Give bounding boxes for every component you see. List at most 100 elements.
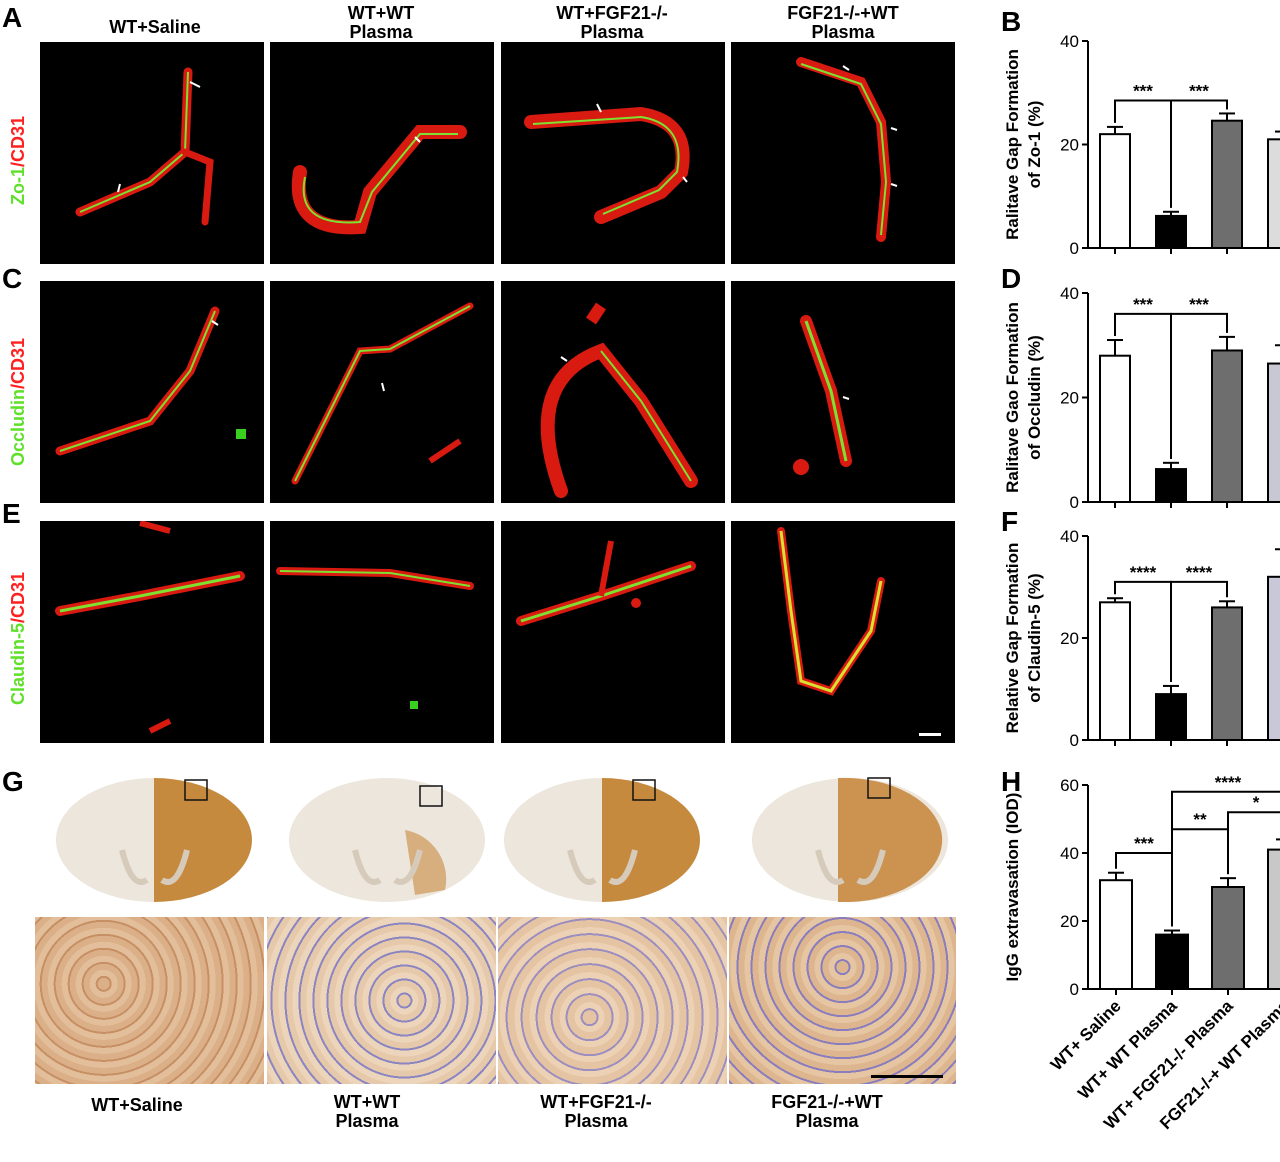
micrograph-claudin5-wt-wtplasma: [270, 521, 494, 743]
micrograph-claudin5-fgf21ko-wt: [731, 521, 955, 743]
y-tick-label: 0: [1070, 493, 1079, 512]
bar: [1211, 349, 1243, 503]
significance-label: ***: [1133, 82, 1153, 101]
y-tick-label: 0: [1070, 731, 1079, 750]
row-label-zo1-sep: /: [8, 161, 28, 167]
column-header-2-line2: Plasma: [349, 22, 413, 42]
chart-occludin-gap-formation: 0 20 40 Ralitave Gao Formation of Occludin (…: [1003, 284, 1280, 512]
micrograph-zo1-fgf21ko-wt: [731, 42, 955, 264]
row-label-occludin: Occludin/CD31: [8, 338, 29, 466]
bottom-label-2-line2: Plasma: [335, 1111, 399, 1131]
row-label-occludin-sep: /: [8, 383, 28, 389]
bar: [1155, 933, 1189, 991]
micrograph-occludin-wt-wtplasma: [270, 281, 494, 503]
column-header-4-line2: Plasma: [811, 22, 875, 42]
chart-claudin5-gap-formation: 0 20 40 Relative Gap Formation of Claudin-5 …: [1003, 527, 1280, 750]
micrograph-occludin-wt-fgf21ko: [501, 281, 725, 503]
y-tick-label: 40: [1060, 844, 1079, 863]
micrograph-zo1-wt-wtplasma: [270, 42, 494, 264]
bar: [1211, 606, 1243, 742]
scale-bar: [919, 733, 941, 736]
brain-section-1: [52, 770, 257, 915]
bar: [1267, 575, 1280, 741]
bar: [1099, 879, 1133, 990]
panel-letter-f: F: [1001, 506, 1019, 537]
row-label-claudin5-green: Claudin-5: [8, 622, 28, 705]
y-tick-label: 0: [1070, 239, 1079, 258]
bar: [1267, 138, 1280, 249]
column-header-2: WT+WT Plasma: [266, 4, 496, 42]
bar: [1155, 468, 1187, 504]
micrograph-zo1-wt-saline: [40, 42, 264, 264]
y-axis-label: IgG extravasation (IOD): [1003, 793, 1022, 982]
y-axis-label-line2: of Occludin (%): [1025, 335, 1044, 460]
panel-letter-g: G: [2, 766, 24, 797]
histology-2: [267, 917, 496, 1084]
y-axis-label: Ralitave Gao Formation of Occludin (%): [1003, 302, 1044, 493]
y-tick-label: 20: [1060, 629, 1079, 648]
bar: [1099, 601, 1131, 741]
micrograph-occludin-fgf21ko-wt: [731, 281, 955, 503]
y-axis-label-line2: of Zo-1 (%): [1025, 101, 1044, 189]
bar: [1155, 693, 1187, 742]
y-tick-label: 0: [1070, 980, 1079, 999]
panel-letter-c: C: [2, 263, 23, 294]
significance-bracket: [1227, 811, 1280, 875]
bar: [1211, 119, 1243, 249]
column-header-2-line1: WT+WT: [347, 3, 415, 23]
bottom-label-2-line1: WT+WT: [333, 1092, 401, 1112]
histology-scale-bar: [871, 1075, 943, 1078]
column-header-3: WT+FGF21-/- Plasma: [497, 4, 727, 42]
bottom-label-1: WT+Saline: [22, 1096, 252, 1115]
histology-1: [35, 917, 264, 1084]
row-label-occludin-green: Occludin: [8, 388, 28, 466]
micrograph-claudin5-wt-saline: [40, 521, 264, 743]
row-label-zo1-green: Zo-1: [8, 167, 28, 205]
panel-letter-d: D: [1001, 263, 1022, 294]
brain-section-2: [285, 770, 490, 915]
significance-label: ****: [1215, 773, 1242, 792]
y-tick-label: 40: [1060, 284, 1079, 303]
micrograph-claudin5-wt-fgf21ko: [501, 521, 725, 743]
bar: [1099, 354, 1131, 503]
y-axis-label-line1: Ralitave Gao Formation: [1003, 302, 1022, 493]
significance-bracket: [1170, 99, 1228, 208]
y-axis-label: Ralitave Gap Formation of Zo-1 (%): [1003, 49, 1044, 240]
bar: [1155, 214, 1187, 249]
row-label-claudin5-sep: /: [8, 617, 28, 623]
row-label-claudin5-red: CD31: [8, 571, 28, 618]
significance-label: ***: [1134, 834, 1154, 853]
y-tick-label: 20: [1060, 912, 1079, 931]
brain-section-4: [748, 770, 953, 915]
micrograph-occludin-wt-saline: [40, 281, 264, 503]
bottom-label-4-line1: FGF21-/-+WT: [771, 1092, 883, 1112]
panel-letter-h: H: [1001, 766, 1022, 797]
row-label-zo1-red: CD31: [8, 115, 28, 162]
y-axis-label-line1: Ralitave Gap Formation: [1003, 49, 1022, 240]
significance-label: *: [1253, 793, 1260, 812]
bottom-label-3-line2: Plasma: [564, 1111, 628, 1131]
row-label-occludin-red: CD31: [8, 337, 28, 384]
y-tick-label: 20: [1060, 136, 1079, 155]
significance-label: ****: [1186, 563, 1213, 582]
histology-4: [729, 917, 956, 1084]
column-header-1-line1: WT+Saline: [109, 17, 201, 37]
significance-label: ****: [1130, 563, 1157, 582]
y-axis-label-line2: of Claudin-5 (%): [1025, 573, 1044, 702]
y-tick-label: 40: [1060, 32, 1079, 51]
bottom-label-3-line1: WT+FGF21-/-: [540, 1092, 652, 1112]
significance-bracket: [1171, 790, 1280, 927]
bar: [1211, 886, 1245, 990]
panel-letter-a: A: [2, 2, 23, 33]
significance-label: ***: [1189, 295, 1209, 314]
y-tick-label: 60: [1060, 776, 1079, 795]
chart-zo1-gap-formation: 0 20 40 Ralitave Gap Formation of Zo-1 (%) **…: [1003, 32, 1280, 258]
row-label-zo1: Zo-1/CD31: [8, 116, 29, 205]
bottom-label-1-line1: WT+Saline: [91, 1095, 183, 1115]
panel-letter-b: B: [1001, 6, 1022, 37]
column-header-3-line1: WT+FGF21-/-: [556, 3, 668, 23]
column-header-4-line1: FGF21-/-+WT: [787, 3, 899, 23]
y-axis-label-line1: IgG extravasation (IOD): [1003, 793, 1022, 982]
bar: [1267, 848, 1280, 990]
